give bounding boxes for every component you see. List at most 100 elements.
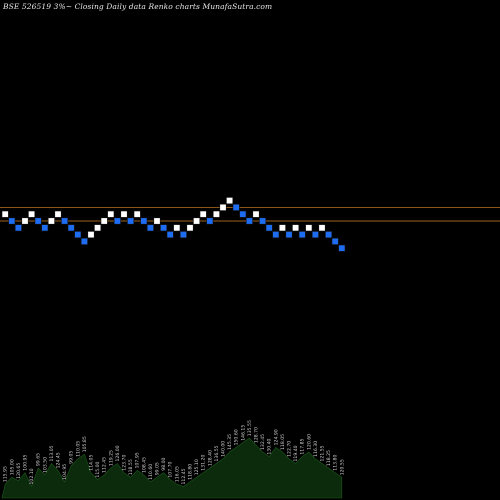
renko-brick-up bbox=[21, 217, 29, 225]
price-label: 113.80 bbox=[333, 455, 339, 471]
price-label: 130.40 bbox=[267, 438, 273, 454]
renko-brick-up bbox=[153, 217, 161, 225]
renko-brick-down bbox=[41, 224, 49, 232]
renko-brick-down bbox=[80, 237, 88, 245]
price-label: 128.70 bbox=[254, 427, 260, 443]
price-label: 107.95 bbox=[135, 452, 141, 468]
renko-brick-up bbox=[212, 210, 220, 218]
renko-brick-down bbox=[298, 231, 306, 239]
price-label: 110.05 bbox=[75, 441, 81, 457]
chart-title: BSE 526519 3%~ Closing Daily data Renko … bbox=[3, 2, 273, 11]
price-label: 105.85 bbox=[82, 436, 88, 452]
price-label: 108.45 bbox=[141, 457, 147, 473]
price-label: 99.05 bbox=[69, 451, 75, 464]
volume-area bbox=[1, 437, 343, 499]
price-label: 116.05 bbox=[174, 466, 180, 482]
renko-brick-up bbox=[94, 224, 102, 232]
price-label: 119.25 bbox=[108, 450, 114, 466]
price-label: 99.65 bbox=[36, 453, 42, 466]
price-label: 124.90 bbox=[273, 429, 279, 445]
renko-brick-down bbox=[265, 224, 273, 232]
price-label: 118.25 bbox=[326, 450, 332, 466]
price-label: 120.65 bbox=[16, 463, 22, 479]
price-label: 112.45 bbox=[102, 457, 108, 473]
price-label: 100.95 bbox=[23, 455, 29, 471]
renko-brick-down bbox=[140, 217, 148, 225]
renko-brick-down bbox=[146, 224, 154, 232]
price-label: 118.05 bbox=[280, 434, 286, 450]
price-label: 116.30 bbox=[313, 441, 319, 457]
renko-brick-down bbox=[127, 217, 135, 225]
price-label: 122.70 bbox=[287, 441, 293, 457]
price-label: 113.05 bbox=[49, 445, 55, 461]
price-label: 107.70 bbox=[168, 461, 174, 477]
renko-brick-down bbox=[113, 217, 121, 225]
renko-brick-up bbox=[100, 217, 108, 225]
renko-bricks bbox=[1, 197, 346, 252]
price-label: 132.45 bbox=[260, 434, 266, 450]
price-label: 145.35 bbox=[227, 434, 233, 450]
price-label: 125.10 bbox=[194, 459, 200, 475]
price-label: 135.55 bbox=[247, 420, 253, 436]
renko-brick-down bbox=[311, 231, 319, 239]
renko-brick-up bbox=[199, 210, 207, 218]
price-label: 102.10 bbox=[29, 468, 35, 484]
renko-brick-up bbox=[87, 231, 95, 239]
renko-brick-down bbox=[245, 217, 253, 225]
renko-brick-up bbox=[193, 217, 201, 225]
renko-brick-down bbox=[67, 224, 75, 232]
renko-brick-down bbox=[259, 217, 267, 225]
renko-brick-down bbox=[325, 231, 333, 239]
price-label: 98.00 bbox=[161, 457, 167, 470]
renko-brick-down bbox=[34, 217, 42, 225]
renko-brick-down bbox=[285, 231, 293, 239]
renko-brick-up bbox=[186, 224, 194, 232]
price-label: 114.05 bbox=[89, 455, 95, 471]
renko-brick-up bbox=[107, 210, 115, 218]
price-label: 136.55 bbox=[214, 445, 220, 461]
renko-brick-down bbox=[74, 231, 82, 239]
price-label: 120.60 bbox=[306, 434, 312, 450]
price-label: 124.45 bbox=[56, 452, 62, 468]
renko-brick-down bbox=[8, 217, 16, 225]
renko-brick-down bbox=[232, 203, 240, 211]
renko-brick-up bbox=[133, 210, 141, 218]
price-label: 112.45 bbox=[181, 468, 187, 484]
price-label: 131.20 bbox=[201, 455, 207, 471]
price-label: 105.00 bbox=[9, 459, 15, 475]
price-label: 150.60 bbox=[234, 429, 240, 445]
price-label: 115.00 bbox=[95, 461, 101, 477]
price-label: 146.15 bbox=[240, 425, 246, 441]
renko-brick-down bbox=[239, 210, 247, 218]
renko-brick-up bbox=[1, 210, 9, 218]
price-label: 115.95 bbox=[3, 466, 9, 482]
price-label: 123.70 bbox=[122, 455, 128, 471]
renko-brick-down bbox=[206, 217, 214, 225]
price-label: 118.80 bbox=[188, 464, 194, 480]
renko-brick-up bbox=[226, 197, 234, 205]
renko-brick-up bbox=[47, 217, 55, 225]
renko-brick-down bbox=[14, 224, 22, 232]
price-label: 128.40 bbox=[207, 450, 213, 466]
volume-area-layer bbox=[1, 437, 343, 499]
renko-brick-up bbox=[219, 203, 227, 211]
price-label: 119.40 bbox=[293, 445, 299, 461]
price-label: 120.55 bbox=[339, 459, 345, 475]
renko-brick-up bbox=[292, 224, 300, 232]
renko-brick-down bbox=[331, 237, 339, 245]
renko-brick-up bbox=[318, 224, 326, 232]
renko-brick-up bbox=[28, 210, 36, 218]
price-label: 118.55 bbox=[128, 459, 134, 475]
renko-brick-down bbox=[179, 231, 187, 239]
renko-brick-down bbox=[338, 244, 346, 252]
price-label: 126.00 bbox=[115, 445, 121, 461]
price-label: 99.05 bbox=[155, 462, 161, 475]
renko-brick-down bbox=[160, 224, 168, 232]
price-label: 103.50 bbox=[42, 457, 48, 473]
price-label: 121.55 bbox=[320, 445, 326, 461]
price-label: 140.00 bbox=[221, 441, 227, 457]
renko-brick-up bbox=[120, 210, 128, 218]
